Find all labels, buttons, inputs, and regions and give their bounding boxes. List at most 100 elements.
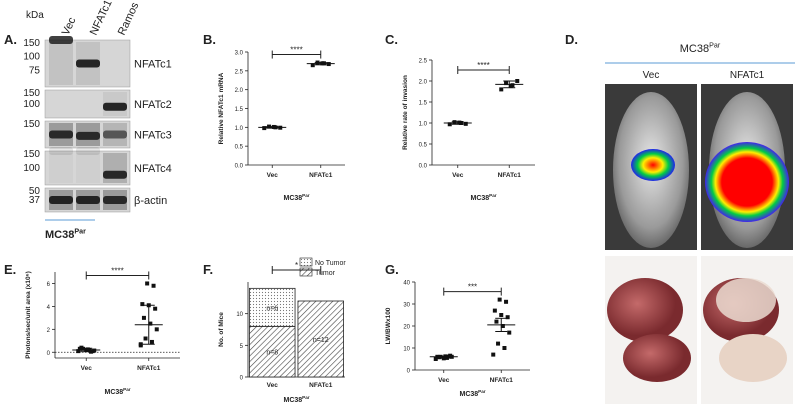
x-axis-label: MC38Par (470, 193, 496, 202)
y-tick-label: 2.0 (235, 88, 244, 94)
data-point (140, 302, 145, 307)
blot-band (103, 102, 127, 111)
panel-label: G. (385, 262, 399, 277)
marker-label: 50 (29, 186, 41, 197)
marker-label: 150 (23, 119, 40, 130)
data-point (505, 315, 510, 320)
data-point (497, 297, 502, 302)
tumor (716, 278, 776, 322)
y-tick-label: 10 (403, 347, 410, 353)
y-tick-label: 20 (403, 325, 410, 331)
x-axis-label: MC38Par (283, 193, 309, 202)
data-point (151, 283, 156, 288)
x-axis-label: MC38Par (104, 387, 130, 396)
data-point (499, 313, 504, 317)
marker-label: 150 (23, 149, 40, 160)
column-label: Vec (643, 70, 660, 81)
x-tick-label: Vec (267, 382, 279, 389)
x-tick-label: Vec (438, 377, 450, 384)
data-point (447, 122, 452, 127)
x-tick-label: NFATc1 (137, 365, 161, 372)
y-tick-label: 10 (236, 312, 243, 318)
liver-lobe (623, 334, 691, 382)
panel-label: F. (203, 262, 213, 277)
label-sup: Par (74, 228, 86, 236)
liver-lobe (607, 278, 683, 342)
blot-band (76, 131, 100, 140)
data-point (433, 357, 438, 361)
y-axis-label: Relative rate of invasion (402, 75, 409, 150)
panel-label: D. (565, 32, 578, 47)
blot-band (49, 36, 73, 44)
y-tick-label: 1.0 (235, 126, 244, 132)
blot-band (49, 130, 73, 139)
marker-label: 150 (23, 88, 40, 99)
liver-lobe (719, 334, 787, 382)
data-point (154, 327, 159, 332)
protein-label: NFATc1 (134, 59, 172, 71)
data-point (494, 319, 499, 324)
y-tick-label: 40 (403, 281, 410, 287)
blot-smear (76, 42, 100, 85)
label-sup: Par (123, 387, 131, 392)
label-base: MC38 (283, 195, 302, 202)
y-tick-label: 1.5 (419, 101, 428, 107)
signal (631, 149, 675, 181)
protein-label: NFATc3 (134, 130, 172, 142)
x-tick-label: Vec (452, 172, 464, 179)
label-sup: Par (302, 193, 310, 198)
bar-segment (297, 300, 344, 378)
data-point (310, 63, 315, 68)
blot-smear (103, 123, 127, 146)
y-axis-label: Photons/sec/unit area (x10⁶) (25, 271, 32, 359)
blot-smear (103, 190, 127, 210)
blot-smear (49, 153, 73, 183)
value-label: n=6 (266, 305, 278, 312)
blot-smear (49, 42, 73, 85)
panel-label: B. (203, 32, 216, 47)
y-tick-label: 3.0 (235, 51, 244, 57)
group-label: MC38Par (680, 42, 721, 55)
label-sup: Par (709, 42, 721, 50)
protein-label: NFATc2 (134, 99, 172, 111)
y-tick-label: 2.5 (235, 69, 244, 75)
blot-band (76, 196, 100, 204)
marker-label: 100 (23, 52, 40, 63)
data-point (515, 79, 520, 83)
value-label: n=12 (313, 337, 329, 344)
data-point (441, 356, 446, 361)
significance: * (295, 261, 298, 270)
y-tick-label: 6 (47, 282, 51, 288)
bar-segment (249, 287, 296, 327)
y-axis-label: Relative NFATc1 mRNA (218, 72, 225, 144)
y-tick-label: 0.5 (235, 145, 244, 151)
protein-label: NFATc4 (134, 163, 172, 175)
blot-smear (103, 153, 127, 183)
y-tick-label: 5 (240, 344, 244, 350)
y-tick-label: 2 (47, 328, 51, 334)
y-tick-label: 0 (47, 351, 51, 357)
label-base: MC38 (470, 195, 489, 202)
data-point (504, 299, 509, 304)
blot-smear (76, 190, 100, 210)
label-sup: Par (302, 395, 310, 400)
x-axis-label: MC38Par (283, 395, 309, 404)
y-axis-label: LW/BWx100 (385, 307, 392, 344)
data-point (492, 308, 497, 313)
data-point (143, 336, 148, 341)
legend-label: Tumor (315, 270, 336, 277)
data-point (148, 321, 153, 326)
data-point (141, 315, 146, 320)
label-base: MC38 (45, 229, 74, 241)
y-tick-label: 2.5 (419, 59, 428, 65)
y-tick-label: 1.0 (419, 122, 428, 128)
x-tick-label: Vec (81, 365, 93, 372)
marker-label: 100 (23, 163, 40, 174)
unit-label: kDa (26, 10, 44, 21)
marker-label: 75 (29, 65, 41, 76)
data-point (502, 346, 507, 350)
lane-label: NFATc1 (88, 0, 115, 37)
marker-label: 100 (23, 99, 40, 110)
y-tick-label: 4 (47, 305, 51, 311)
